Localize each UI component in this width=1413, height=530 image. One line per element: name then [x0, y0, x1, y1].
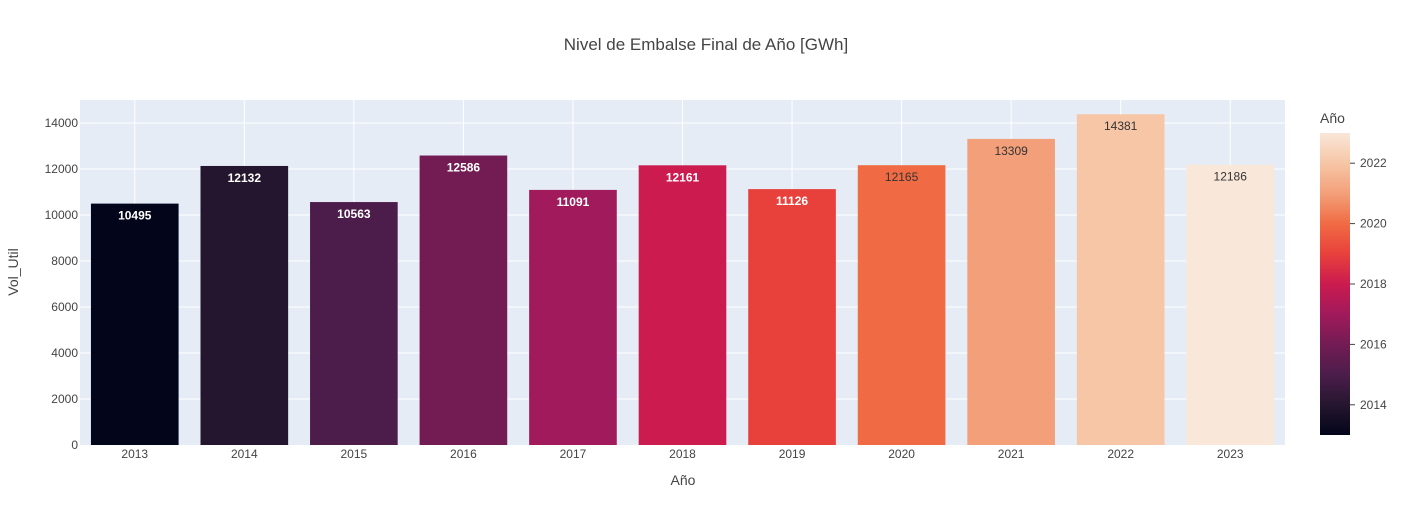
bar[interactable] — [967, 138, 1055, 445]
y-tick-label: 12000 — [45, 162, 79, 176]
bar[interactable] — [90, 203, 179, 445]
bar[interactable] — [1076, 114, 1165, 445]
data-label: 12161 — [666, 170, 700, 184]
y-tick-label: 0 — [71, 438, 78, 452]
x-tick-label: 2015 — [341, 447, 368, 461]
y-tick-label: 6000 — [51, 300, 78, 314]
colorbar-tick-label: 2018 — [1360, 277, 1387, 291]
x-tick-label: 2021 — [998, 447, 1025, 461]
data-label: 11091 — [557, 195, 590, 209]
x-tick-label: 2013 — [121, 447, 148, 461]
bar[interactable] — [857, 165, 946, 445]
colorbar-tick-label: 2020 — [1360, 217, 1387, 231]
data-label: 12586 — [447, 161, 481, 175]
y-tick-label: 2000 — [51, 392, 78, 406]
y-tick-label: 4000 — [51, 346, 78, 360]
colorbar-title: Año — [1320, 110, 1345, 126]
x-tick-label: 2022 — [1107, 447, 1134, 461]
y-tick-label: 8000 — [51, 254, 78, 268]
data-label: 11126 — [776, 194, 808, 208]
x-tick-label: 2020 — [888, 447, 915, 461]
colorbar-tick-label: 2014 — [1360, 398, 1387, 412]
colorbar: Año 2014 2016 2018 2020 2022 — [1320, 110, 1387, 435]
colorbar-tick-label: 2016 — [1360, 337, 1387, 351]
bar[interactable] — [310, 202, 398, 445]
y-tick-label: 10000 — [45, 208, 79, 222]
y-tick-label: 14000 — [45, 116, 79, 130]
data-label: 14381 — [1104, 119, 1138, 133]
x-tick-label: 2016 — [450, 447, 477, 461]
chart-title: Nivel de Embalse Final de Año [GWh] — [564, 35, 848, 54]
x-axis-title: Año — [671, 472, 696, 488]
bar[interactable] — [529, 189, 617, 445]
data-label: 13309 — [994, 144, 1028, 158]
bar[interactable] — [419, 155, 508, 445]
colorbar-tick-label: 2022 — [1360, 156, 1387, 170]
data-label: 10563 — [337, 207, 371, 221]
y-axis-title: Vol_Util — [5, 248, 21, 295]
x-tick-label: 2018 — [669, 447, 696, 461]
x-tick-label: 2019 — [779, 447, 806, 461]
x-tick-label: 2023 — [1217, 447, 1244, 461]
data-label: 12132 — [228, 171, 262, 185]
data-label: 12186 — [1214, 170, 1248, 184]
colorbar-scale — [1320, 133, 1350, 435]
x-tick-label: 2017 — [560, 447, 587, 461]
data-label: 10495 — [118, 209, 152, 223]
bar[interactable] — [748, 189, 836, 445]
bar[interactable] — [1186, 164, 1275, 446]
plot-area: 0 2000 4000 6000 8000 10000 12000 14000 10495 201… — [45, 100, 1285, 461]
data-label: 12165 — [885, 170, 919, 184]
bar[interactable] — [200, 165, 289, 446]
bar[interactable] — [638, 165, 727, 445]
x-tick-label: 2014 — [231, 447, 258, 461]
